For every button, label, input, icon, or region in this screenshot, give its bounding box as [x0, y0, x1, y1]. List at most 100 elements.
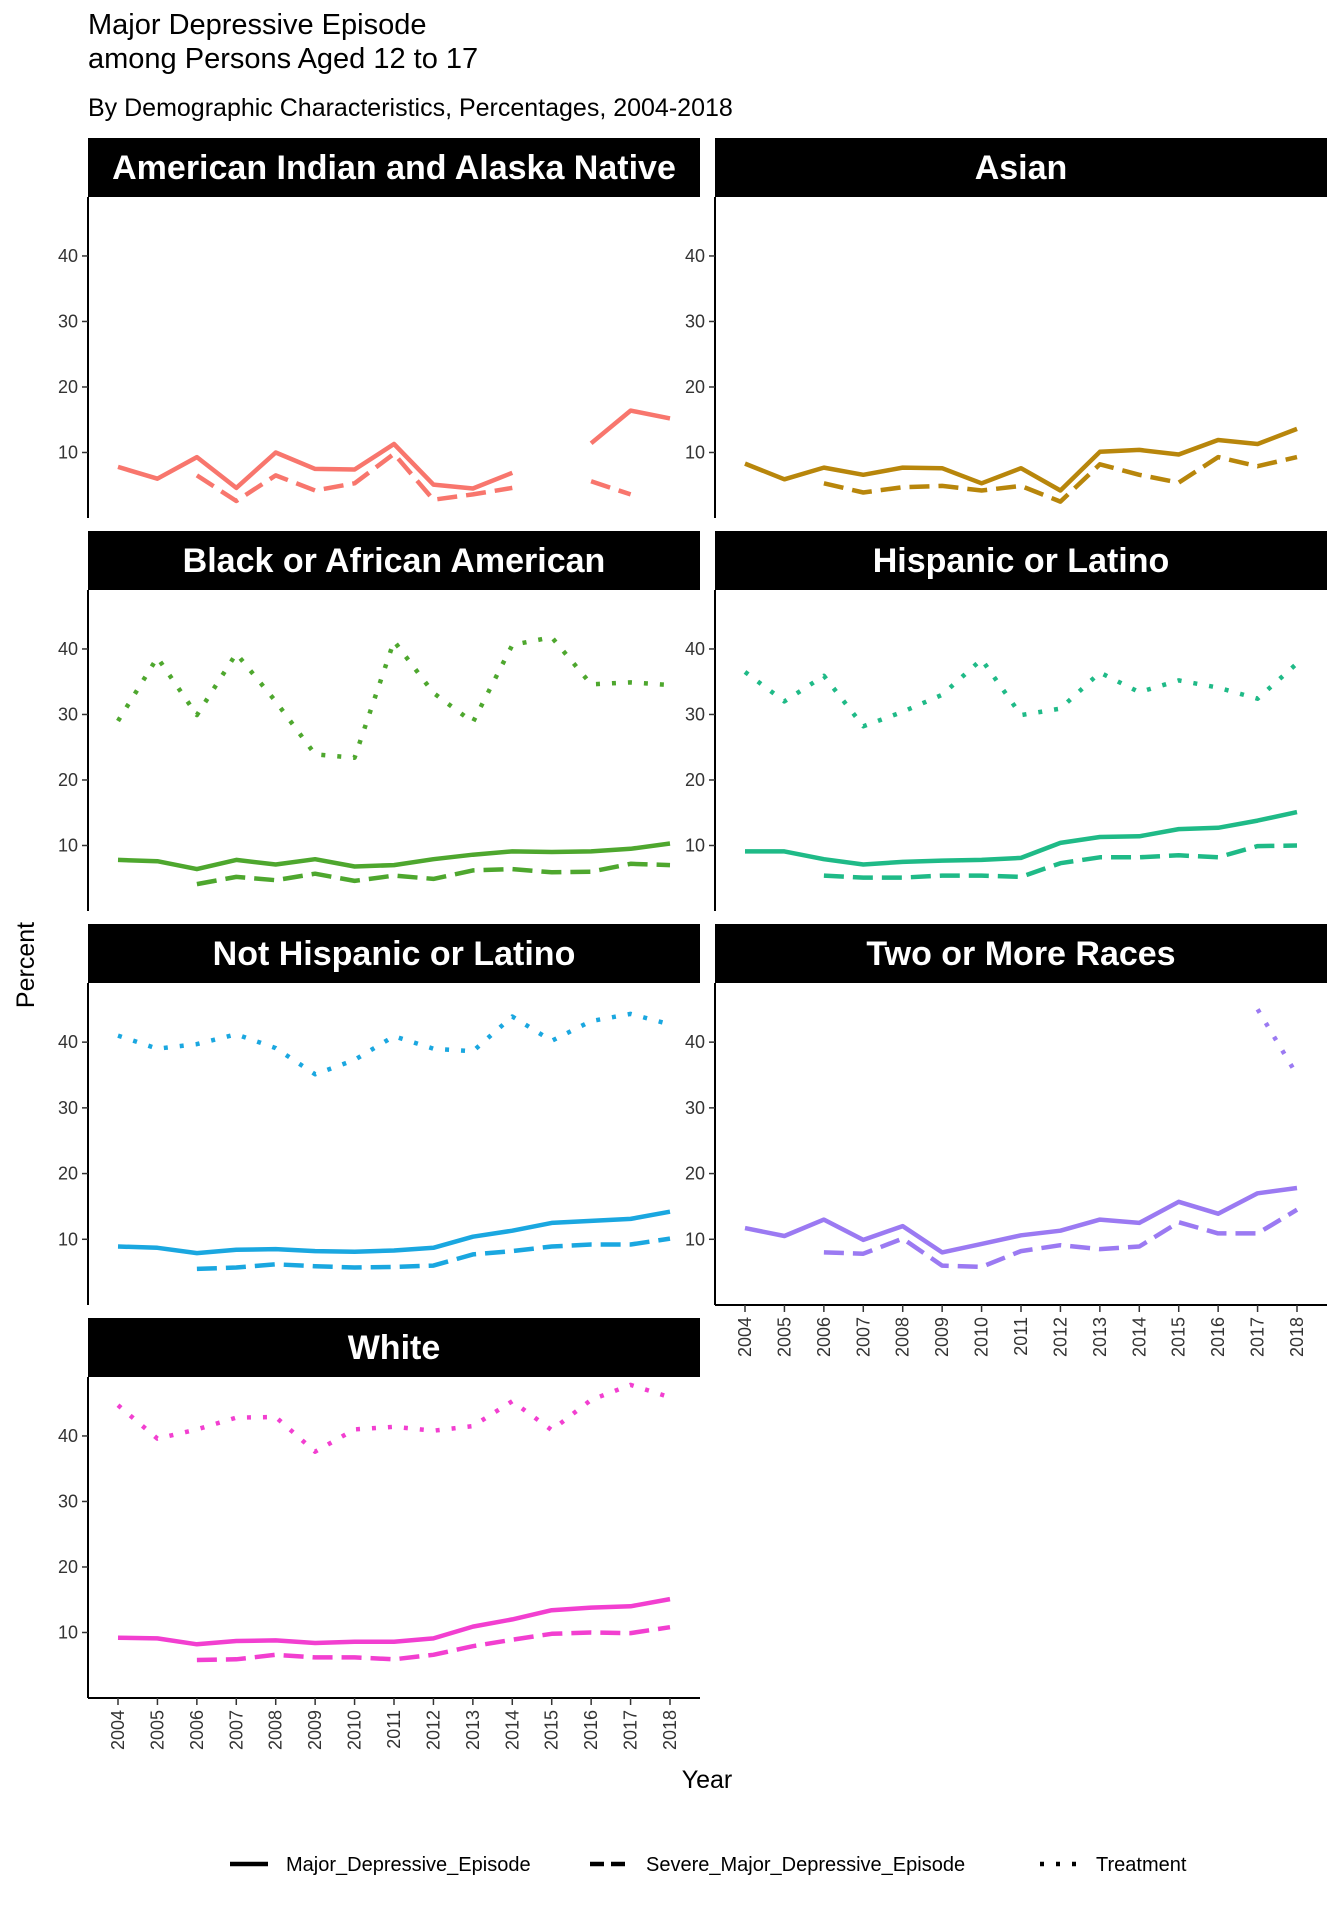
- y-tick-label: 40: [58, 246, 78, 266]
- x-tick-label: 2006: [187, 1710, 207, 1750]
- x-tick-label: 2004: [735, 1317, 755, 1357]
- panel-strip: [88, 924, 700, 983]
- x-tick-label: 2015: [1169, 1317, 1189, 1357]
- y-tick-label: 10: [685, 1229, 705, 1249]
- series-line-major-depressive-episode: [744, 426, 1298, 493]
- y-tick-label: 40: [58, 1032, 78, 1052]
- panel-strip: [715, 138, 1327, 197]
- series-line-severe-major-depressive-episode: [196, 1236, 671, 1272]
- x-tick-label: 2016: [1208, 1317, 1228, 1357]
- x-tick-label: 2010: [972, 1317, 992, 1357]
- series-line-severe-major-depressive-episode: [196, 1624, 671, 1663]
- series-line-treatment: [743, 657, 1299, 729]
- x-tick-label: 2012: [1050, 1317, 1070, 1357]
- x-tick-label: 2009: [305, 1710, 325, 1750]
- y-tick-label: 10: [58, 1622, 78, 1642]
- chart-subtitle: By Demographic Characteristics, Percenta…: [88, 94, 733, 122]
- x-tick-label: 2008: [893, 1317, 913, 1357]
- y-tick-label: 30: [685, 311, 705, 331]
- panel-strip: [88, 1318, 700, 1377]
- series-line-severe-major-depressive-episode: [823, 1207, 1299, 1270]
- series-line-treatment: [1255, 1008, 1299, 1077]
- panel-title-black-or-african-american: Black or African American: [183, 542, 606, 580]
- y-tick-label: 20: [58, 770, 78, 790]
- series-line-treatment: [116, 634, 671, 760]
- series-line-severe-major-depressive-episode: [195, 451, 513, 504]
- panel-title-two-or-more-races: Two or More Races: [866, 935, 1175, 973]
- x-tick-label: 2013: [463, 1710, 483, 1750]
- y-tick-label: 10: [685, 442, 705, 462]
- series-line-major-depressive-episode: [589, 408, 671, 446]
- series-line-major-depressive-episode: [745, 809, 1298, 867]
- y-tick-label: 40: [685, 246, 705, 266]
- y-tick-label: 20: [685, 1164, 705, 1184]
- y-tick-label: 30: [58, 311, 78, 331]
- x-tick-label: 2014: [502, 1710, 522, 1750]
- series-line-severe-major-depressive-episode: [823, 454, 1298, 504]
- x-tick-label: 2013: [1090, 1317, 1110, 1357]
- x-tick-label: 2018: [1287, 1317, 1307, 1357]
- panel-strip: [715, 924, 1327, 983]
- y-tick-label: 10: [685, 835, 705, 855]
- x-tick-label: 2008: [266, 1710, 286, 1750]
- y-tick-label: 30: [58, 1098, 78, 1118]
- y-tick-label: 40: [685, 639, 705, 659]
- y-tick-label: 20: [685, 377, 705, 397]
- x-tick-label: 2017: [1248, 1317, 1268, 1357]
- x-tick-label: 2005: [774, 1317, 794, 1357]
- x-tick-label: 2014: [1129, 1317, 1149, 1357]
- y-tick-label: 10: [58, 1229, 78, 1249]
- x-tick-label: 2011: [384, 1710, 404, 1749]
- x-tick-label: 2005: [147, 1710, 167, 1750]
- panel-title-white: White: [348, 1329, 441, 1367]
- series-line-treatment: [117, 1011, 671, 1077]
- y-tick-label: 10: [58, 835, 78, 855]
- x-tick-label: 2016: [581, 1710, 601, 1750]
- y-tick-label: 30: [685, 1098, 705, 1118]
- x-tick-label: 2009: [932, 1317, 952, 1357]
- chart-title-line2: among Persons Aged 12 to 17: [88, 43, 479, 75]
- series-line-major-depressive-episode: [117, 1209, 671, 1256]
- panel-title-not-hispanic-or-latino: Not Hispanic or Latino: [213, 935, 576, 973]
- panel-title-hispanic-or-latino: Hispanic or Latino: [873, 542, 1170, 580]
- legend-label: Severe_Major_Depressive_Episode: [646, 1854, 965, 1876]
- y-axis-title: Percent: [12, 922, 40, 1008]
- series-line-treatment: [116, 1382, 671, 1454]
- panel-title-asian: Asian: [975, 149, 1068, 187]
- y-tick-label: 10: [58, 442, 78, 462]
- y-tick-label: 30: [58, 1491, 78, 1511]
- x-tick-label: 2017: [621, 1710, 641, 1750]
- y-tick-label: 20: [58, 377, 78, 397]
- x-tick-label: 2015: [542, 1710, 562, 1750]
- x-tick-label: 2018: [660, 1710, 680, 1750]
- y-tick-label: 20: [58, 1557, 78, 1577]
- x-tick-label: 2010: [345, 1710, 365, 1750]
- x-tick-label: 2007: [853, 1317, 873, 1357]
- y-tick-label: 30: [685, 704, 705, 724]
- legend-label: Major_Depressive_Episode: [286, 1854, 531, 1876]
- panel-strip: [88, 138, 700, 197]
- x-tick-label: 2011: [1011, 1317, 1031, 1356]
- panel-strip: [715, 531, 1327, 590]
- y-tick-label: 20: [685, 770, 705, 790]
- series-line-major-depressive-episode: [117, 841, 671, 872]
- legend-label: Treatment: [1096, 1854, 1187, 1876]
- y-tick-label: 20: [58, 1164, 78, 1184]
- y-tick-label: 40: [685, 1032, 705, 1052]
- series-line-major-depressive-episode: [117, 441, 514, 491]
- x-tick-label: 2004: [108, 1710, 128, 1750]
- x-tick-label: 2006: [814, 1317, 834, 1357]
- series-line-severe-major-depressive-episode: [590, 479, 632, 497]
- x-tick-label: 2007: [226, 1710, 246, 1750]
- y-tick-label: 40: [58, 1426, 78, 1446]
- chart-title: Major Depressive Episode: [88, 9, 427, 41]
- series-line-severe-major-depressive-episode: [823, 843, 1298, 880]
- panel-strip: [88, 531, 700, 590]
- x-tick-label: 2012: [423, 1710, 443, 1750]
- series-line-severe-major-depressive-episode: [196, 861, 671, 887]
- y-tick-label: 40: [58, 639, 78, 659]
- x-axis-title: Year: [682, 1766, 733, 1794]
- y-tick-label: 30: [58, 704, 78, 724]
- panel-title-american-indian-and-alaska-native: American Indian and Alaska Native: [112, 149, 676, 187]
